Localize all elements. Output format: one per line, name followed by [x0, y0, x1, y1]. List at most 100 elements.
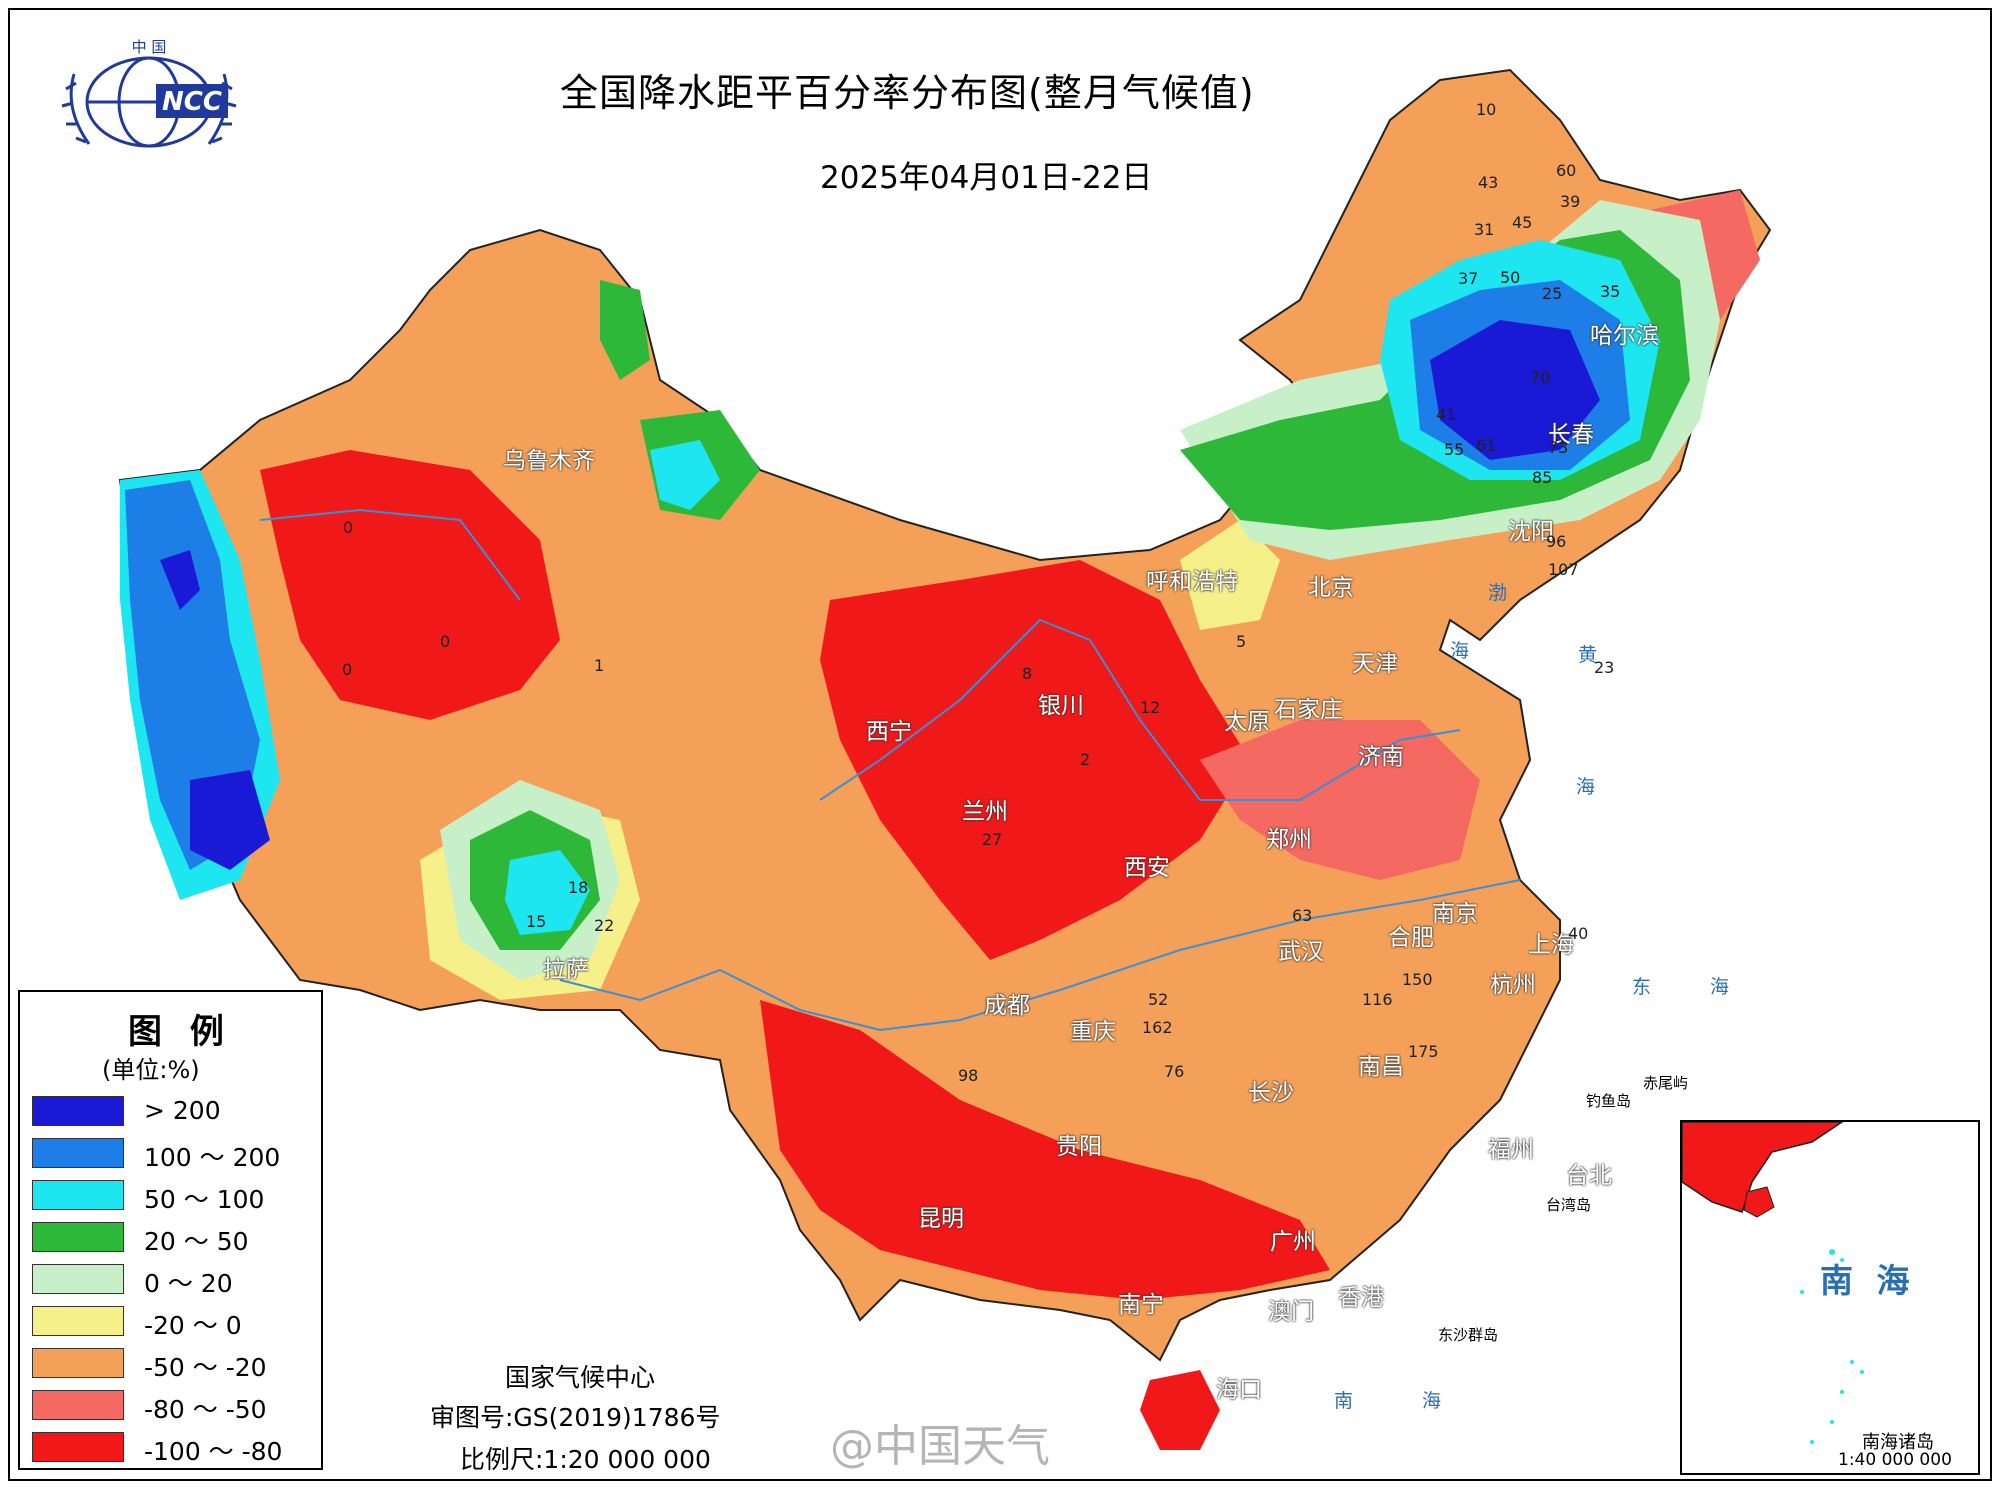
station-value: 23	[1594, 658, 1615, 677]
region-red-xinjiang	[260, 450, 560, 720]
svg-text:NCC: NCC	[162, 87, 222, 117]
city-label: 成都	[984, 993, 1030, 1019]
city-label: 昆明	[918, 1206, 964, 1232]
station-value: 12	[1140, 698, 1161, 717]
city-label: 石家庄	[1274, 697, 1343, 723]
station-value: 2	[1080, 750, 1091, 769]
city-label: 澳门	[1268, 1299, 1314, 1325]
island-label: 钓鱼岛	[1586, 1092, 1632, 1110]
map-title: 全国降水距平百分率分布图(整月气候值)	[560, 71, 1255, 115]
city-label: 拉萨	[543, 957, 589, 983]
legend-label: 50 ～ 100	[144, 1185, 265, 1214]
station-value: 96	[1546, 532, 1567, 551]
station-value: 25	[1542, 284, 1563, 303]
city-label: 哈尔滨	[1590, 323, 1659, 349]
region-darkblue-west	[160, 550, 270, 870]
station-value: 10	[1476, 100, 1497, 119]
station-value: 40	[1568, 924, 1589, 943]
city-label: 上海	[1528, 932, 1574, 958]
city-label: 杭州	[1490, 972, 1536, 998]
sea-label: 南	[1334, 1390, 1354, 1412]
city-label: 广州	[1270, 1229, 1316, 1255]
city-label: 海口	[1216, 1377, 1262, 1403]
legend-title: 图 例	[128, 1012, 232, 1052]
city-label: 银川	[1038, 693, 1084, 719]
city-label: 南昌	[1358, 1054, 1404, 1080]
station-value: 22	[594, 916, 615, 935]
river-yellow	[819, 618, 1461, 801]
sea-label: 海	[1450, 640, 1470, 662]
city-label: 武汉	[1278, 939, 1324, 965]
ncc-logo: NCC 中 国	[61, 38, 237, 148]
legend: 图 例 (单位:%) > 200 100 ～ 200 50 ～ 100 20 ～ 50…	[18, 990, 323, 1470]
legend-swatch	[32, 1180, 124, 1210]
city-label: 济南	[1358, 744, 1404, 770]
station-value: 61	[1476, 436, 1497, 455]
station-value: 0	[343, 518, 354, 537]
city-label: 西安	[1124, 855, 1170, 881]
watermark: @中国天气	[830, 1421, 1050, 1472]
credit-map-review: 审图号:GS(2019)1786号	[430, 1403, 721, 1432]
legend-label: -20 ～ 0	[144, 1311, 242, 1340]
station-value: 175	[1408, 1042, 1439, 1061]
legend-row: -50 ～ -20	[32, 1348, 322, 1382]
city-label: 郑州	[1266, 827, 1312, 853]
region-darkblue-northeast	[1430, 320, 1600, 460]
legend-row: 50 ～ 100	[32, 1180, 322, 1214]
sea-label: 渤	[1488, 582, 1508, 604]
city-label: 沈阳	[1508, 519, 1554, 545]
legend-unit: (单位:%)	[102, 1056, 200, 1084]
region-red-south	[760, 1000, 1330, 1300]
station-value: 116	[1362, 990, 1393, 1009]
island-label: 台湾岛	[1546, 1196, 1592, 1214]
station-value: 0	[342, 660, 353, 679]
south-china-sea-inset	[1680, 1120, 1980, 1475]
river-tarim	[259, 508, 521, 601]
credit-agency: 国家气候中心	[505, 1363, 656, 1392]
legend-label: -100 ～ -80	[144, 1437, 283, 1466]
station-value: 37	[1458, 269, 1479, 288]
station-value: 73	[1548, 438, 1569, 457]
station-value: 27	[982, 830, 1003, 849]
legend-label: 0 ～ 20	[144, 1269, 233, 1298]
legend-row: 20 ～ 50	[32, 1222, 322, 1256]
station-value: 0	[440, 632, 451, 651]
legend-swatch	[32, 1306, 124, 1336]
city-label: 香港	[1338, 1285, 1384, 1311]
island-label: 赤尾屿	[1643, 1074, 1689, 1092]
region-red-hainan	[1140, 1370, 1220, 1450]
station-value: 45	[1512, 213, 1533, 232]
station-value: 107	[1548, 560, 1579, 579]
inset-caption: 南海诸岛	[1862, 1432, 1934, 1453]
legend-swatch	[32, 1138, 124, 1168]
legend-swatch	[32, 1222, 124, 1252]
station-value: 76	[1164, 1062, 1185, 1081]
city-label: 西宁	[866, 719, 912, 745]
station-value: 5	[1236, 632, 1247, 651]
legend-swatch	[32, 1348, 124, 1378]
sea-label: 东	[1632, 976, 1652, 998]
city-label: 长沙	[1248, 1080, 1294, 1106]
city-label: 贵阳	[1056, 1134, 1102, 1160]
legend-label: > 200	[144, 1096, 221, 1125]
legend-row: -20 ～ 0	[32, 1306, 322, 1340]
city-label: 南宁	[1118, 1292, 1164, 1318]
legend-swatch	[32, 1390, 124, 1420]
region-green-altai	[600, 280, 650, 380]
station-value: 162	[1142, 1018, 1173, 1037]
city-label: 南京	[1432, 901, 1478, 927]
station-value: 1	[594, 656, 605, 675]
station-value: 18	[568, 878, 589, 897]
region-cyan-ili	[650, 440, 720, 510]
legend-swatch	[32, 1264, 124, 1294]
station-value: 98	[958, 1066, 979, 1085]
station-value: 8	[1022, 664, 1033, 683]
credit-scale: 比例尺:1:20 000 000	[460, 1445, 711, 1474]
city-label: 兰州	[962, 799, 1008, 825]
map-date-range: 2025年04月01日-22日	[820, 160, 1153, 196]
svg-text:中 国: 中 国	[132, 38, 167, 56]
station-value: 50	[1500, 268, 1521, 287]
city-label: 合肥	[1388, 925, 1434, 951]
legend-row: 0 ～ 20	[32, 1264, 322, 1298]
